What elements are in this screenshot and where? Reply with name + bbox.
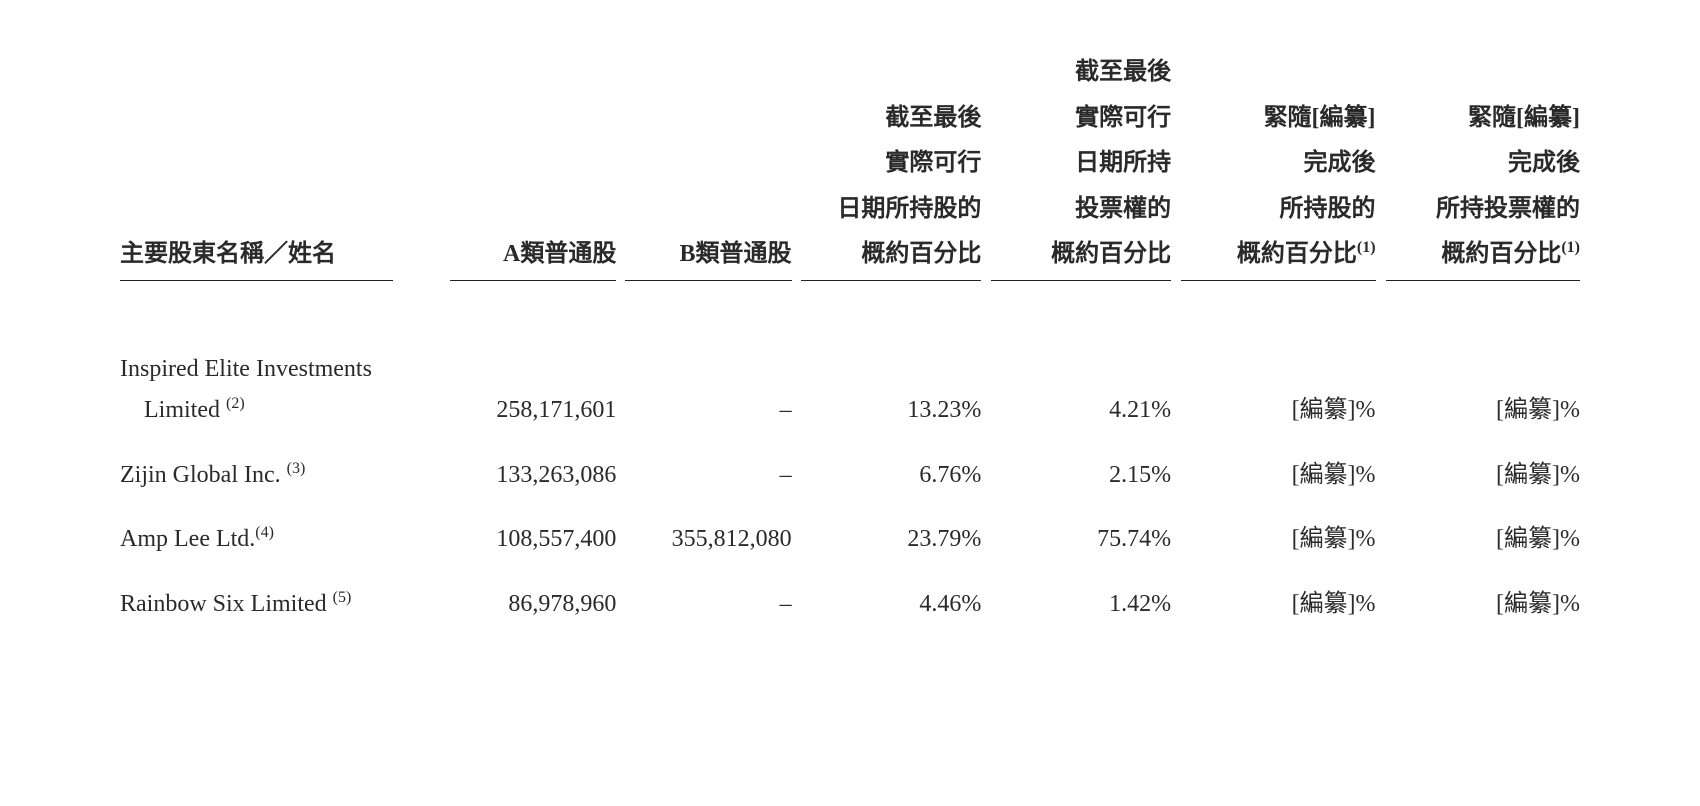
cell-e: [編纂]% xyxy=(1171,507,1375,572)
table-row: Zijin Global Inc. (3) 133,263,086 – 6.76… xyxy=(120,443,1580,508)
table-body: Inspired Elite Investments Limited (2) 2… xyxy=(120,287,1580,637)
header-col-c: 截至最後實際可行日期所持股的概約百分比 xyxy=(792,50,982,287)
cell-e: [編纂]% xyxy=(1171,443,1375,508)
header-name-text: 主要股東名稱／姓名 xyxy=(120,232,393,281)
header-f-sup: (1) xyxy=(1561,239,1580,256)
cell-f: [編纂]% xyxy=(1376,507,1580,572)
cell-a: 86,978,960 xyxy=(441,572,616,637)
cell-name: Rainbow Six Limited (5) xyxy=(120,572,441,637)
header-b-text: B類普通股 xyxy=(625,232,791,281)
cell-b: – xyxy=(616,572,791,637)
cell-f: [編纂]% xyxy=(1376,572,1580,637)
cell-c: 6.76% xyxy=(792,443,982,508)
cell-a: 258,171,601 xyxy=(441,337,616,443)
cell-f: [編纂]% xyxy=(1376,443,1580,508)
header-e-sup: (1) xyxy=(1357,239,1376,256)
header-e-text: 緊隨[編纂]完成後所持股的概約百分比 xyxy=(1237,105,1376,268)
name-line1: Amp Lee Ltd. xyxy=(120,526,255,552)
cell-b: 355,812,080 xyxy=(616,507,791,572)
name-line1: Rainbow Six Limited xyxy=(120,591,327,617)
name-line1: Inspired Elite Investments xyxy=(120,349,441,390)
header-col-d: 截至最後實際可行日期所持投票權的概約百分比 xyxy=(981,50,1171,287)
header-col-f: 緊隨[編纂]完成後所持投票權的概約百分比(1) xyxy=(1376,50,1580,287)
row-footnote: (4) xyxy=(255,524,274,541)
cell-name: Zijin Global Inc. (3) xyxy=(120,443,441,508)
cell-b: – xyxy=(616,443,791,508)
header-c-text: 截至最後實際可行日期所持股的概約百分比 xyxy=(801,96,981,281)
cell-d: 2.15% xyxy=(981,443,1171,508)
header-col-a: A類普通股 xyxy=(441,50,616,287)
cell-name: Amp Lee Ltd.(4) xyxy=(120,507,441,572)
cell-d: 75.74% xyxy=(981,507,1171,572)
cell-e: [編纂]% xyxy=(1171,337,1375,443)
table-row: Amp Lee Ltd.(4) 108,557,400 355,812,080 … xyxy=(120,507,1580,572)
row-footnote: (2) xyxy=(226,395,245,412)
cell-c: 23.79% xyxy=(792,507,982,572)
cell-b: – xyxy=(616,337,791,443)
cell-e: [編纂]% xyxy=(1171,572,1375,637)
cell-c: 13.23% xyxy=(792,337,982,443)
header-col-e: 緊隨[編纂]完成後所持股的概約百分比(1) xyxy=(1171,50,1375,287)
cell-c: 4.46% xyxy=(792,572,982,637)
header-f-text: 緊隨[編纂]完成後所持投票權的概約百分比 xyxy=(1436,105,1580,268)
cell-a: 108,557,400 xyxy=(441,507,616,572)
header-a-text: A類普通股 xyxy=(450,232,616,281)
table-header-row: 主要股東名稱／姓名 A類普通股 B類普通股 截至最後實際可行日期所持股的概約百分… xyxy=(120,50,1580,287)
header-col-b: B類普通股 xyxy=(616,50,791,287)
header-name: 主要股東名稱／姓名 xyxy=(120,50,441,287)
cell-a: 133,263,086 xyxy=(441,443,616,508)
header-d-text: 截至最後實際可行日期所持投票權的概約百分比 xyxy=(991,50,1171,281)
row-footnote: (5) xyxy=(333,589,352,606)
cell-d: 4.21% xyxy=(981,337,1171,443)
table-row: Inspired Elite Investments Limited (2) 2… xyxy=(120,337,1580,443)
shareholder-table: 主要股東名稱／姓名 A類普通股 B類普通股 截至最後實際可行日期所持股的概約百分… xyxy=(120,50,1580,637)
row-footnote: (3) xyxy=(287,460,306,477)
cell-d: 1.42% xyxy=(981,572,1171,637)
cell-name: Inspired Elite Investments Limited (2) xyxy=(120,337,441,443)
table-row: Rainbow Six Limited (5) 86,978,960 – 4.4… xyxy=(120,572,1580,637)
cell-f: [編纂]% xyxy=(1376,337,1580,443)
name-line1: Zijin Global Inc. xyxy=(120,462,281,488)
name-line2: Limited xyxy=(144,397,220,423)
